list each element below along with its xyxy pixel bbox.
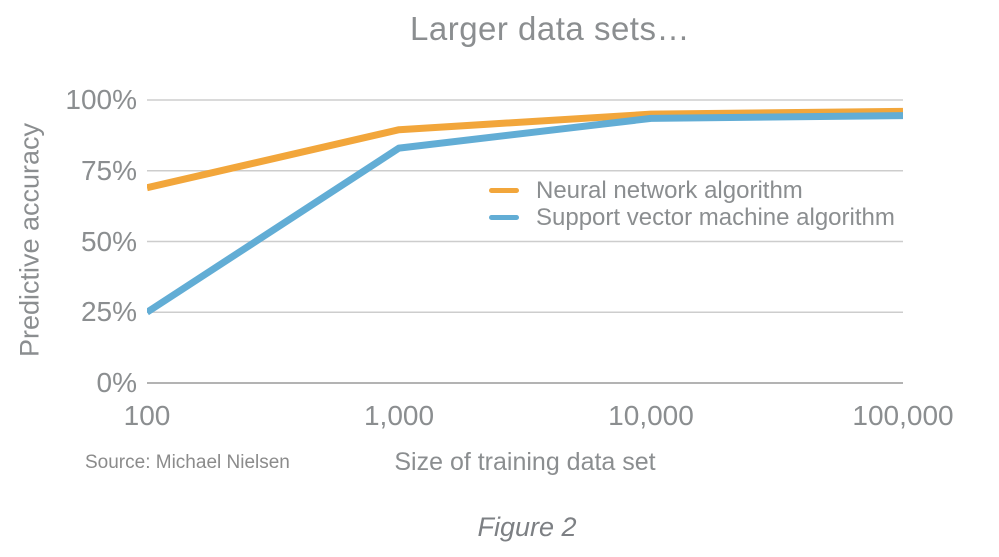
source-note: Source: Michael Nielsen [85, 452, 290, 473]
legend-label: Neural network algorithm [536, 176, 803, 204]
series-line-svm [147, 112, 903, 316]
y-tick-label: 25% [80, 296, 137, 328]
legend-item: Neural network algorithm [489, 177, 895, 204]
legend-line-swatch-icon [489, 188, 519, 193]
legend-item: Support vector machine algorithm [489, 204, 895, 231]
figure-caption: Figure 2 [477, 512, 577, 542]
x-tick-label: 1,000 [363, 400, 435, 431]
chart-title: Larger data sets… [410, 10, 690, 47]
series-line-neural-network [147, 107, 903, 192]
x-tick-label: 10,000 [608, 400, 694, 431]
legend-line-swatch-icon [489, 215, 519, 220]
x-tick-label: 100,000 [852, 400, 954, 431]
x-axis-title: Size of training data set [394, 448, 656, 476]
chart-legend: Neural network algorithm Support vector m… [489, 177, 895, 231]
x-tick-label: 100 [123, 400, 171, 431]
line-chart-plot [147, 99, 903, 384]
y-tick-label: 50% [80, 225, 137, 257]
y-tick-label: 75% [80, 154, 137, 186]
y-tick-label: 100% [65, 84, 137, 115]
y-tick-label: 0% [96, 367, 137, 398]
legend-label: Support vector machine algorithm [536, 203, 895, 231]
